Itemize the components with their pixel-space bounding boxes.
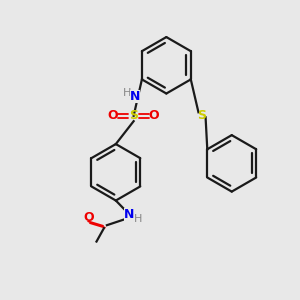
Text: H: H [123, 88, 132, 98]
Text: O: O [148, 109, 159, 122]
Text: N: N [130, 90, 140, 103]
Text: O: O [84, 211, 94, 224]
Text: S: S [129, 109, 138, 122]
Text: N: N [124, 208, 134, 221]
Text: H: H [134, 214, 142, 224]
Text: O: O [107, 109, 118, 122]
Text: S: S [197, 109, 206, 122]
